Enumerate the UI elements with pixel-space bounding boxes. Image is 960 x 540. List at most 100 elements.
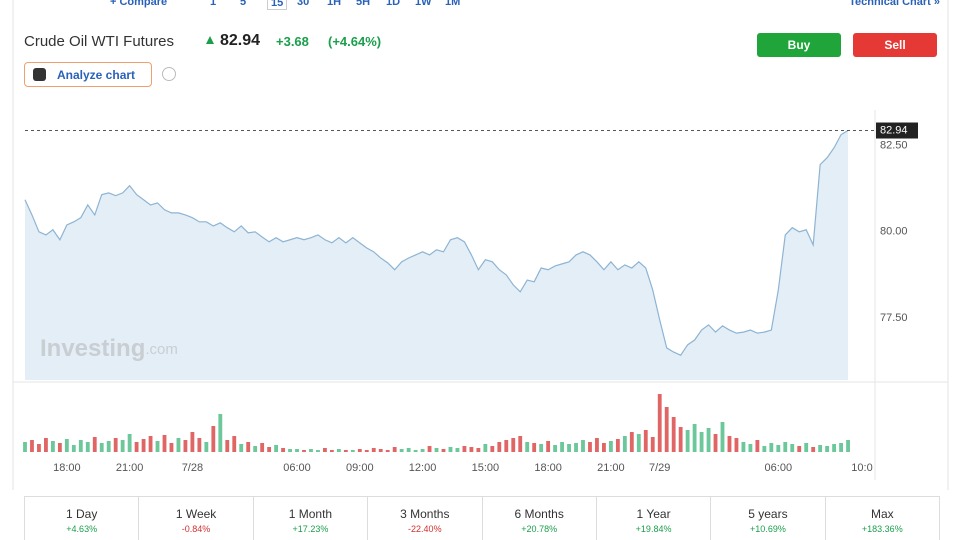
volume-bar [232,436,237,452]
x-tick-label: 10:0 [851,462,872,474]
period-cell[interactable]: Max +183.36% [826,497,939,540]
volume-bar [685,430,690,452]
period-cell[interactable]: 3 Months -22.40% [368,497,483,540]
period-cell[interactable]: 1 Month +17.23% [254,497,369,540]
watermark-domain: .com [145,341,178,358]
volume-bar [776,445,781,452]
x-tick-label: 06:00 [283,462,311,474]
period-cell[interactable]: 1 Week -0.84% [139,497,254,540]
toolbar-item[interactable]: 15 [267,0,288,10]
volume-bar [309,449,313,452]
watermark: Investing.com [40,335,178,362]
period-change: +19.84% [635,524,672,534]
volume-bar [225,440,230,452]
toolbar-item[interactable]: 5 [240,0,247,8]
volume-bar [832,444,837,452]
volume-bar [783,442,788,452]
toolbar-item[interactable]: + Compare [110,0,168,8]
volume-bar [141,439,146,452]
volume-bar [581,440,585,452]
toolbar-item[interactable]: 5H [356,0,371,8]
period-label: 3 Months [400,507,450,521]
volume-bar [239,444,244,452]
info-icon[interactable] [162,67,176,81]
volume-bar [615,439,620,452]
volume-bar [392,447,397,452]
toolbar-item[interactable]: 1W [415,0,432,8]
analyze-label: Analyze chart [57,68,136,82]
volume-bar [288,449,292,452]
x-tick-label: 21:00 [597,462,625,474]
volume-bar [378,449,383,452]
volume-bar [176,438,181,452]
volume-bar [406,448,411,452]
up-arrow [206,36,214,44]
volume-bar [504,440,509,452]
last-price-tag [876,122,918,139]
period-label: Max [870,507,894,521]
volume-bar [692,424,697,452]
volume-bar [134,442,139,452]
volume-bar [120,440,125,452]
volume-bar [839,443,843,452]
volume-bar [30,440,34,452]
volume-bar [455,448,460,452]
volume-bar [23,442,27,452]
period-label: 1 Year [636,507,671,521]
volume-bar [811,447,816,452]
volume-bar [797,446,802,452]
volume-bar [741,442,746,452]
volume-bar [553,445,558,452]
volume-bar [350,450,355,452]
volume-bar [343,450,348,452]
volume-bar [476,448,481,452]
technical-chart-link[interactable]: Technical Chart » [849,0,940,8]
volume-bar [469,447,474,452]
volume-bar [57,443,62,452]
volume-bar [790,444,795,452]
change: +3.68 [276,34,309,49]
volume-bar [483,444,488,452]
volume-bar [204,442,209,452]
period-table: 1 Day +4.63% 1 Week -0.84% 1 Month +17.23% 3 M… [24,496,940,540]
volume-bar [574,443,578,452]
volume-bar [490,446,495,452]
y-tick-label: 80.00 [880,226,908,238]
period-cell[interactable]: 6 Months +20.78% [483,497,597,540]
volume-bar [748,444,753,452]
volume-bar [671,417,676,452]
sell-button[interactable]: Sell [853,33,937,57]
volume-bar [608,441,613,452]
period-cell[interactable]: 1 Year +19.84% [597,497,712,540]
volume-bar [818,445,823,452]
period-change: +183.36% [861,524,903,534]
toolbar-item[interactable]: 1M [445,0,461,8]
toolbar-item[interactable]: 30 [297,0,310,8]
period-cell[interactable]: 1 Day +4.63% [25,497,140,540]
volume-bar [720,422,725,452]
volume-bar [595,438,599,452]
toolbar-item[interactable]: 1D [386,0,401,8]
volume-bar [462,446,467,452]
toolbar-item[interactable]: 1 [210,0,217,8]
buy-button[interactable]: Buy [757,33,841,57]
volume-bar [253,446,258,452]
volume-bar [385,450,390,452]
period-cell[interactable]: 5 years +10.69% [711,497,826,540]
volume-bar [85,442,90,452]
volume-bar [281,448,285,452]
period-change: +20.78% [521,524,558,534]
period-label: 5 years [748,507,788,521]
instrument-name: Crude Oil WTI Futures [24,33,175,50]
x-tick-label: 06:00 [765,462,793,474]
volume-bar [78,440,83,452]
volume-bar [92,437,97,452]
toolbar-item[interactable]: 1H [327,0,342,8]
volume-bar [448,447,453,452]
analyze-button[interactable]: Analyze chart [24,62,152,87]
volume-bar [567,444,571,452]
volume-bar [274,445,279,452]
volume-bar [246,442,251,452]
volume-bar [357,449,362,452]
